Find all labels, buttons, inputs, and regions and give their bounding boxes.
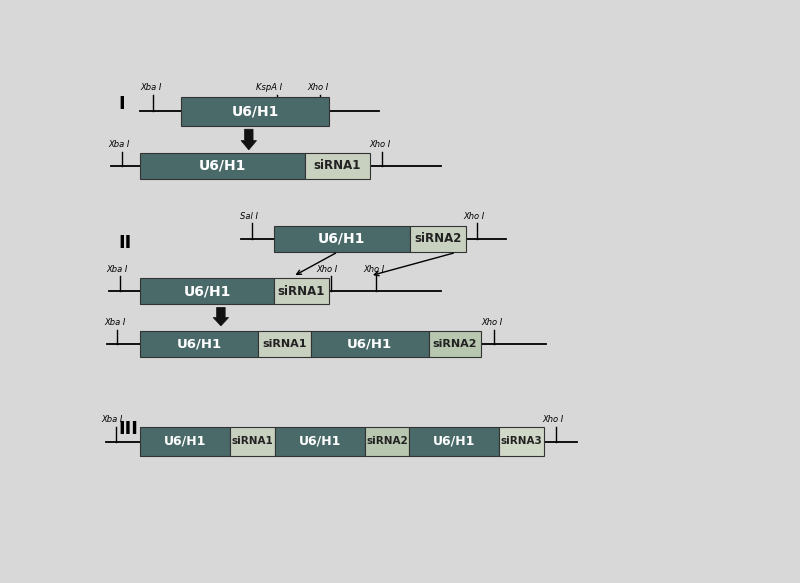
Bar [365, 427, 410, 456]
Bar [499, 427, 544, 456]
Bar [275, 427, 365, 456]
Bar [258, 331, 310, 357]
Text: I: I [118, 94, 126, 113]
Text: Xho I: Xho I [308, 83, 329, 92]
Text: Sal I: Sal I [240, 212, 258, 221]
Text: U6/H1: U6/H1 [347, 338, 392, 351]
Text: Xba I: Xba I [102, 415, 123, 424]
Text: Xho I: Xho I [363, 265, 385, 274]
Polygon shape [213, 307, 229, 326]
Text: Xba I: Xba I [106, 265, 128, 274]
Bar [274, 226, 410, 252]
Text: siRNA2: siRNA2 [414, 232, 462, 245]
Text: siRNA2: siRNA2 [433, 339, 477, 349]
Text: II: II [118, 234, 132, 252]
Bar [410, 226, 466, 252]
Text: siRNA3: siRNA3 [501, 437, 542, 447]
Text: siRNA2: siRNA2 [366, 437, 408, 447]
Bar [230, 427, 275, 456]
Bar [181, 97, 330, 126]
Text: U6/H1: U6/H1 [318, 232, 366, 246]
Text: III: III [118, 420, 138, 438]
Text: U6/H1: U6/H1 [231, 104, 278, 118]
Text: Xba I: Xba I [140, 83, 162, 92]
Text: Xho I: Xho I [370, 139, 391, 149]
Text: Xho I: Xho I [464, 212, 485, 221]
Bar [410, 427, 499, 456]
Text: U6/H1: U6/H1 [433, 435, 475, 448]
Text: siRNA1: siRNA1 [278, 285, 325, 298]
Bar [429, 331, 482, 357]
Text: Xho I: Xho I [482, 318, 502, 327]
Bar [140, 153, 305, 178]
Text: siRNA1: siRNA1 [314, 159, 361, 172]
Text: U6/H1: U6/H1 [298, 435, 341, 448]
Text: U6/H1: U6/H1 [198, 159, 246, 173]
Bar [140, 331, 258, 357]
Text: Xba I: Xba I [108, 139, 130, 149]
Bar [140, 278, 274, 304]
Bar [140, 427, 230, 456]
Text: U6/H1: U6/H1 [183, 285, 230, 298]
Polygon shape [241, 129, 257, 150]
Text: U6/H1: U6/H1 [177, 338, 222, 351]
Text: siRNA1: siRNA1 [262, 339, 306, 349]
Bar [310, 331, 429, 357]
Text: Xho I: Xho I [542, 415, 564, 424]
Text: Xba I: Xba I [104, 318, 126, 327]
Text: U6/H1: U6/H1 [164, 435, 206, 448]
Text: KspA I: KspA I [255, 83, 282, 92]
Bar [305, 153, 370, 178]
Bar [274, 278, 330, 304]
Text: Xho I: Xho I [316, 265, 338, 274]
Text: siRNA1: siRNA1 [232, 437, 274, 447]
